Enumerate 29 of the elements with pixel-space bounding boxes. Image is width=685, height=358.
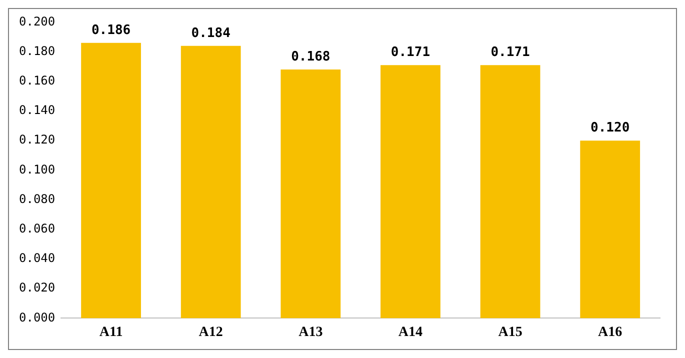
y-tick-label: 0.200 — [19, 14, 56, 28]
data-label: 0.168 — [291, 49, 330, 64]
bar — [180, 46, 241, 318]
y-tick-label: 0.060 — [19, 222, 56, 236]
x-tick-label: A13 — [298, 325, 323, 340]
y-tick-label: 0.180 — [19, 44, 56, 58]
data-label: 0.186 — [91, 22, 131, 38]
data-label: 0.184 — [191, 26, 231, 41]
y-tick-label: 0.160 — [19, 74, 56, 88]
y-tick-label: 0.040 — [19, 251, 56, 266]
bar — [380, 65, 440, 318]
x-tick-label: A14 — [398, 325, 423, 340]
x-tick-label: A11 — [99, 325, 123, 340]
y-tick-label: 0.120 — [19, 132, 56, 147]
bar — [81, 42, 141, 318]
x-tick-label: A12 — [198, 325, 223, 340]
bar — [580, 140, 640, 318]
y-tick-label: 0.080 — [19, 192, 56, 206]
data-label: 0.120 — [590, 120, 630, 136]
y-tick-label: 0.020 — [19, 280, 56, 295]
y-tick-label: 0.000 — [19, 310, 56, 324]
data-label: 0.171 — [490, 44, 530, 60]
bar — [280, 70, 341, 318]
x-tick-label: A16 — [598, 325, 622, 340]
bar — [480, 65, 540, 318]
y-tick-label: 0.140 — [19, 103, 56, 118]
data-label: 0.171 — [390, 44, 430, 60]
y-tick-label: 0.100 — [19, 162, 56, 176]
x-tick-label: A15 — [498, 325, 522, 340]
